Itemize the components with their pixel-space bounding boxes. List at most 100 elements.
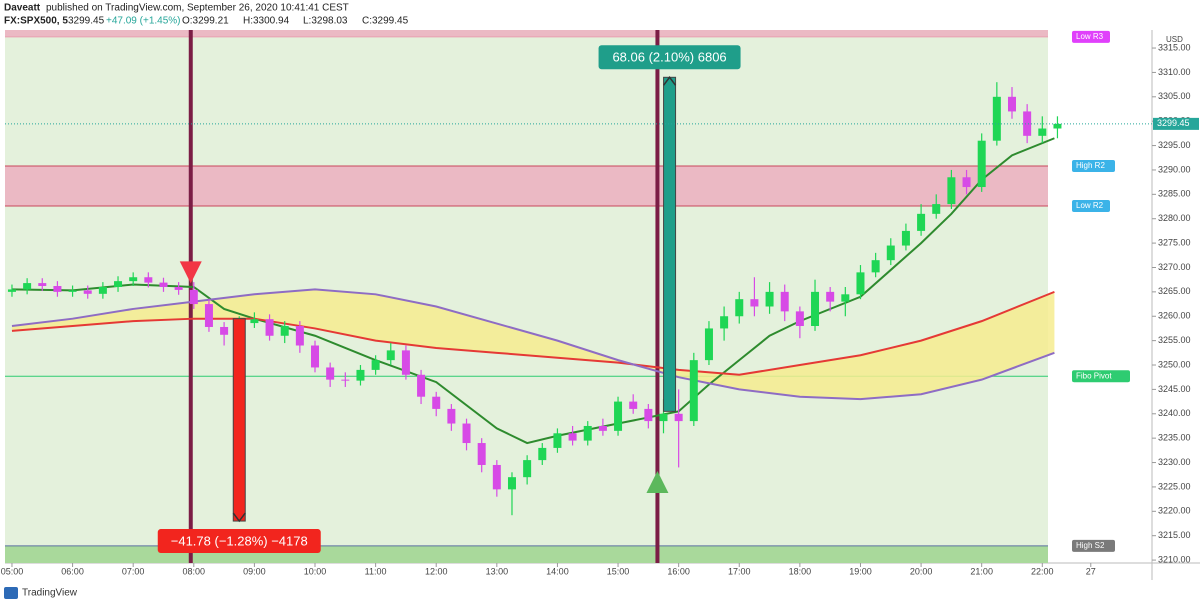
y-tick-label: 3285.00	[1158, 189, 1191, 199]
candle-body	[1023, 111, 1032, 136]
signal-marker	[179, 261, 202, 284]
candle-body	[568, 433, 577, 441]
y-tick-label: 3230.00	[1158, 457, 1191, 467]
measure-label: 68.06 (2.10%) 6806	[612, 50, 726, 65]
candle-body	[220, 326, 229, 335]
low: L:3298.03	[303, 16, 348, 27]
candle-body	[189, 289, 198, 305]
candle-body	[371, 360, 380, 370]
candle-body	[614, 401, 623, 431]
measure-box	[157, 529, 321, 554]
candle-body	[386, 350, 395, 361]
candle-body	[53, 286, 62, 292]
ma-line	[11, 290, 1055, 376]
level-tag	[1072, 30, 1110, 43]
y-tick-label: 3270.00	[1158, 262, 1191, 272]
last-price: 3299.45	[68, 16, 105, 27]
candle-body	[1038, 128, 1047, 136]
last-price-label: 3299.45	[1157, 118, 1190, 128]
y-tick-label: 3310.00	[1158, 67, 1191, 77]
candle-body	[174, 286, 183, 290]
candle-body	[826, 291, 835, 302]
signal-marker	[646, 471, 669, 494]
x-tick-label: 19:00	[849, 566, 872, 576]
candle-body	[871, 260, 880, 273]
pane-background	[5, 30, 1048, 563]
candle-body	[583, 425, 592, 441]
candle-body	[689, 360, 698, 422]
candle-body	[401, 350, 410, 375]
candle-body	[962, 177, 971, 188]
candle-body	[83, 290, 92, 294]
x-tick-label: 12:00	[425, 566, 448, 576]
measure-bar	[663, 76, 677, 412]
candle-body	[538, 447, 547, 461]
candle-body	[114, 281, 123, 287]
ma-line	[11, 288, 1055, 401]
candle-body	[280, 326, 289, 336]
candle-body	[432, 396, 441, 409]
x-tick-label: 05:00	[1, 566, 24, 576]
candle-body	[598, 425, 607, 431]
candle-body	[901, 230, 910, 246]
author: Daveatt	[4, 3, 41, 14]
candle-body	[811, 291, 820, 327]
candle-body	[311, 345, 320, 368]
y-tick-label: 3275.00	[1158, 237, 1191, 247]
candle-body	[932, 204, 941, 214]
candle-body	[917, 213, 926, 231]
candle-body	[1007, 96, 1016, 112]
y-tick-label: 3290.00	[1158, 164, 1191, 174]
candle-body	[98, 286, 107, 294]
x-tick-label: 11:00	[365, 566, 387, 576]
x-tick-label: 06:00	[61, 566, 84, 576]
candle-body	[750, 299, 759, 307]
measure-label: −41.78 (−1.28%) −4178	[171, 533, 308, 548]
measure-arrow	[662, 76, 677, 86]
candle-body	[1053, 123, 1062, 129]
x-tick-label: 14:00	[546, 566, 569, 576]
candle-body	[659, 413, 668, 422]
candle-body	[780, 291, 789, 312]
candle-body	[159, 282, 168, 287]
candle-body	[356, 369, 365, 381]
y-tick-label: 3255.00	[1158, 335, 1191, 345]
candle-body	[886, 245, 895, 261]
level-tag	[1072, 539, 1115, 552]
x-tick-label: 13:00	[486, 566, 509, 576]
x-tick-label: 10:00	[304, 566, 327, 576]
candle-body	[841, 294, 850, 302]
x-tick-label: 22:00	[1031, 566, 1054, 576]
candle-body	[295, 326, 304, 346]
candle-body	[720, 316, 729, 329]
level-label: Fibo Pivot	[1076, 371, 1112, 380]
level-tag	[1072, 160, 1115, 173]
zone	[5, 30, 1048, 37]
y-tick-label: 3305.00	[1158, 91, 1191, 101]
symbol: FX:SPX500, 5	[4, 16, 68, 27]
candle-body	[492, 464, 501, 490]
candle-body	[341, 379, 350, 381]
candle-body	[250, 319, 259, 324]
x-tick-label: 21:00	[970, 566, 993, 576]
level-label: High S2	[1076, 541, 1105, 550]
candle-body	[144, 277, 153, 283]
candle-body	[7, 289, 16, 292]
y-tick-label: 3250.00	[1158, 359, 1191, 369]
published: published on TradingView.com, September …	[46, 3, 349, 14]
y-tick-label: 3265.00	[1158, 286, 1191, 296]
level-label: Low R3	[1076, 32, 1104, 41]
y-tick-label: 3280.00	[1158, 213, 1191, 223]
footer: TradingView	[22, 588, 78, 599]
candle-body	[507, 477, 516, 490]
x-tick-label: 27	[1086, 566, 1096, 576]
x-tick-label: 07:00	[122, 566, 145, 576]
candle-body	[477, 443, 486, 465]
y-tick-label: 3220.00	[1158, 506, 1191, 516]
candle-body	[704, 328, 713, 361]
level-label: High R2	[1076, 161, 1105, 170]
level-tag	[1072, 370, 1130, 383]
candle-body	[977, 140, 986, 188]
y-tick-label: 3235.00	[1158, 433, 1191, 443]
x-tick-label: 17:00	[728, 566, 751, 576]
